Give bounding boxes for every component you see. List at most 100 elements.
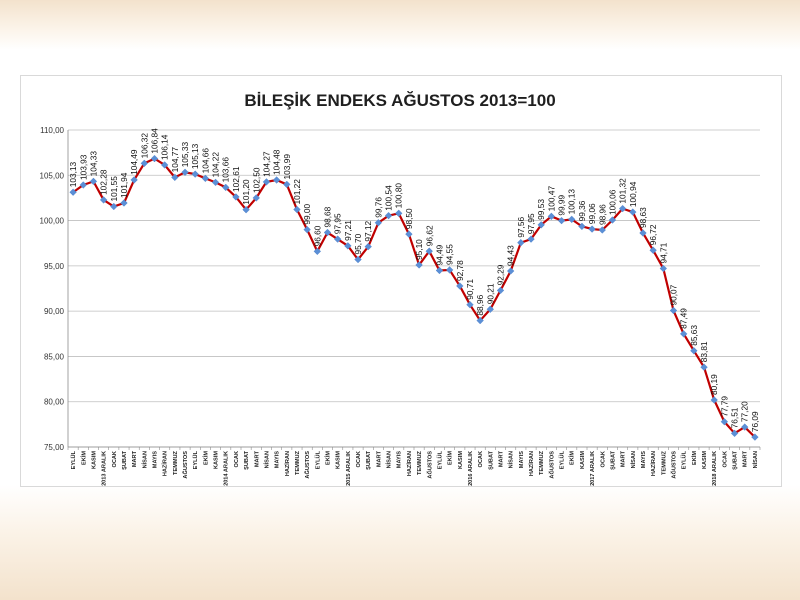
data-label: 101,20 <box>241 179 251 205</box>
x-tick-label: MART <box>376 450 382 467</box>
data-point <box>374 219 383 227</box>
data-label: 99,76 <box>373 197 383 218</box>
x-tick-label: OCAK <box>356 451 362 467</box>
data-label: 106,84 <box>150 128 160 154</box>
data-point <box>181 168 189 176</box>
data-label: 77,20 <box>740 401 750 422</box>
data-point <box>120 199 128 207</box>
data-label: 103,99 <box>282 154 292 180</box>
data-point <box>527 235 535 243</box>
x-tick-label: AĞUSTOS <box>425 451 433 479</box>
x-tick-label: NİSAN <box>752 451 759 468</box>
x-tick-label: KASIM <box>702 451 708 469</box>
data-point <box>517 238 525 247</box>
data-point <box>191 170 199 178</box>
data-point <box>171 173 179 182</box>
data-label: 76,51 <box>730 407 740 428</box>
data-point <box>435 266 444 275</box>
data-point <box>303 225 311 234</box>
data-label: 94,49 <box>434 244 444 265</box>
x-tick-label: EYLÜL <box>681 450 688 469</box>
data-point <box>649 246 657 254</box>
data-point <box>639 229 647 237</box>
x-tick-label: MART <box>499 450 505 467</box>
x-tick-label: HAZİRAN <box>162 451 169 476</box>
series-line <box>72 157 756 438</box>
data-point <box>140 159 149 168</box>
x-tick-label: TEMMUZ <box>295 450 301 475</box>
data-point <box>608 216 617 224</box>
x-tick-label: ŞUBAT <box>488 450 494 469</box>
data-label: 100,47 <box>546 186 556 212</box>
x-tick-label: KASIM <box>458 451 464 469</box>
data-label: 104,33 <box>88 151 98 177</box>
data-label: 99,53 <box>536 199 546 220</box>
data-label: 96,72 <box>648 224 658 245</box>
data-point <box>293 205 301 214</box>
data-point <box>690 347 698 355</box>
x-tick-label: MART <box>621 450 627 467</box>
data-point <box>629 208 637 216</box>
x-tick-label: ŞUBAT <box>122 450 128 469</box>
x-tick-label: AĞUSTOS <box>547 451 555 479</box>
data-label: 88,96 <box>475 294 485 315</box>
data-label: 98,96 <box>597 204 607 225</box>
x-tick-label: EKİM <box>80 451 87 465</box>
background-bottom-band <box>0 485 800 600</box>
data-label: 85,63 <box>689 325 699 346</box>
x-tick-label: TEMMUZ <box>173 450 179 475</box>
data-point <box>445 266 454 274</box>
data-point <box>201 174 210 183</box>
data-label: 95,10 <box>414 239 424 260</box>
data-label: 105,33 <box>180 142 190 168</box>
x-tick-label: EYLÜL <box>314 450 321 469</box>
data-label: 97,12 <box>363 221 373 242</box>
x-tick-label: AĞUSTOS <box>670 451 678 479</box>
x-tick-label: HAZİRAN <box>650 451 657 476</box>
x-tick-label: EYLÜL <box>436 450 443 469</box>
x-tick-label: EKİM <box>691 451 698 465</box>
data-point <box>598 226 606 234</box>
x-tick-label: MAYIS <box>397 451 403 468</box>
data-label: 104,48 <box>272 149 282 175</box>
data-point <box>669 306 678 315</box>
data-point <box>476 316 484 325</box>
x-tick-label: KASIM <box>214 451 220 469</box>
x-tick-label: MAYIS <box>641 451 647 468</box>
data-label: 97,56 <box>516 217 526 238</box>
data-label: 76,09 <box>750 411 760 432</box>
x-tick-label: KASIM <box>91 451 97 469</box>
x-tick-label: OCAK <box>478 451 484 467</box>
data-point <box>537 221 545 229</box>
data-label: 80,19 <box>709 374 719 395</box>
data-point <box>588 225 596 233</box>
x-tick-label: ŞUBAT <box>244 450 250 469</box>
data-point <box>730 429 739 438</box>
data-label: 104,49 <box>129 149 139 175</box>
y-tick-label: 105,00 <box>40 171 65 180</box>
data-point <box>751 433 759 441</box>
x-tick-label: EKİM <box>569 451 576 465</box>
x-tick-label: NİSAN <box>508 451 515 468</box>
chart-frame <box>20 75 782 487</box>
data-label: 103,13 <box>68 161 78 187</box>
data-label: 97,95 <box>526 213 536 234</box>
x-tick-label: KASIM <box>336 451 342 469</box>
x-tick-label: NİSAN <box>630 451 637 468</box>
y-tick-label: 80,00 <box>44 398 65 407</box>
data-point <box>323 228 332 237</box>
data-point <box>222 183 230 192</box>
data-label: 101,94 <box>119 172 129 198</box>
data-point <box>405 230 413 238</box>
data-point <box>211 178 220 187</box>
data-point <box>252 194 260 202</box>
data-label: 106,32 <box>139 133 149 159</box>
data-point <box>568 215 576 224</box>
data-label: 92,78 <box>455 260 465 281</box>
x-tick-label: 2015 ARALIK <box>346 451 352 486</box>
data-label: 97,21 <box>343 220 353 241</box>
data-point <box>99 196 108 204</box>
x-tick-label: EKİM <box>325 451 332 465</box>
x-tick-label: OCAK <box>600 451 606 467</box>
data-point <box>232 193 240 201</box>
